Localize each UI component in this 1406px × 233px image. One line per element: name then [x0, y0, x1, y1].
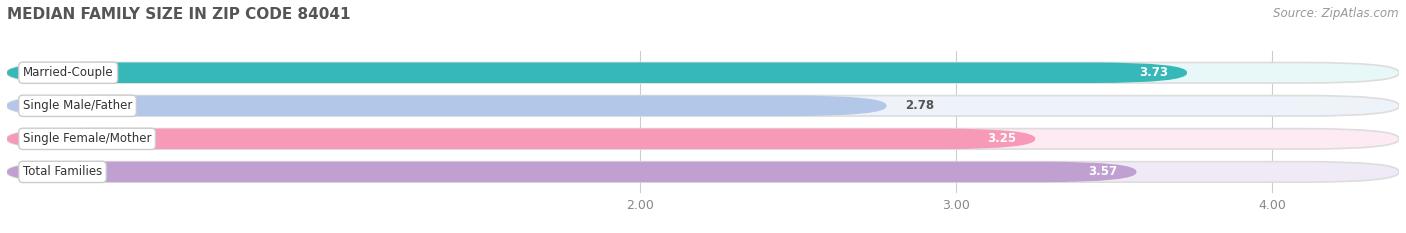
Text: 3.73: 3.73 [1139, 66, 1168, 79]
Text: Married-Couple: Married-Couple [22, 66, 114, 79]
Text: Source: ZipAtlas.com: Source: ZipAtlas.com [1274, 7, 1399, 20]
Text: 3.57: 3.57 [1088, 165, 1118, 178]
Text: 3.25: 3.25 [987, 132, 1017, 145]
FancyBboxPatch shape [7, 62, 1187, 83]
FancyBboxPatch shape [7, 96, 886, 116]
FancyBboxPatch shape [7, 162, 1136, 182]
Text: Single Female/Mother: Single Female/Mother [22, 132, 152, 145]
Text: MEDIAN FAMILY SIZE IN ZIP CODE 84041: MEDIAN FAMILY SIZE IN ZIP CODE 84041 [7, 7, 350, 22]
FancyBboxPatch shape [7, 162, 1399, 182]
Text: Single Male/Father: Single Male/Father [22, 99, 132, 112]
Text: Total Families: Total Families [22, 165, 103, 178]
FancyBboxPatch shape [7, 62, 1399, 83]
FancyBboxPatch shape [7, 129, 1399, 149]
FancyBboxPatch shape [7, 129, 1035, 149]
FancyBboxPatch shape [7, 96, 1399, 116]
Text: 2.78: 2.78 [905, 99, 935, 112]
